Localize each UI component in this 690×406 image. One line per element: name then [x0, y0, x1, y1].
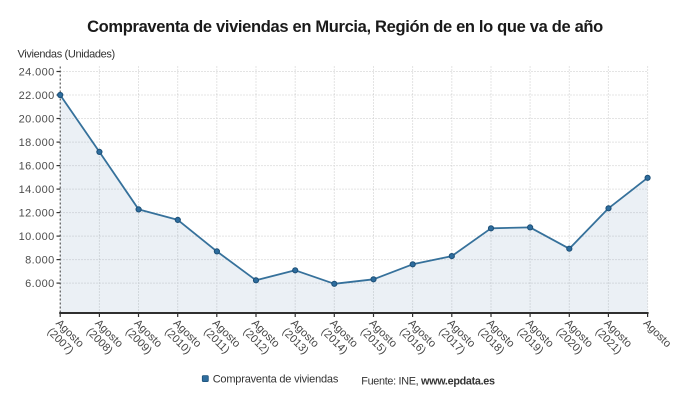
svg-text:12.000: 12.000 [19, 208, 55, 220]
svg-text:22.000: 22.000 [19, 90, 55, 102]
svg-text:Agosto(2021): Agosto(2021) [593, 317, 634, 358]
svg-text:Agosto(2018): Agosto(2018) [475, 317, 516, 358]
svg-text:Viviendas (Unidades): Viviendas (Unidades) [18, 49, 115, 61]
svg-text:Agosto: Agosto [641, 317, 674, 350]
svg-text:Agosto(2007): Agosto(2007) [45, 317, 86, 358]
svg-text:Agosto(2008): Agosto(2008) [84, 317, 125, 358]
svg-text:Compraventa de viviendas en Mu: Compraventa de viviendas en Murcia, Regi… [87, 18, 603, 36]
svg-text:Agosto(2012): Agosto(2012) [240, 317, 281, 358]
svg-text:6.000: 6.000 [25, 278, 55, 290]
svg-text:20.000: 20.000 [19, 114, 55, 126]
svg-text:Agosto(2011): Agosto(2011) [201, 317, 242, 358]
svg-text:Agosto(2010): Agosto(2010) [162, 317, 203, 358]
svg-text:Agosto(2019): Agosto(2019) [515, 317, 556, 358]
svg-text:Agosto(2013): Agosto(2013) [280, 317, 321, 358]
svg-text:Agosto(2016): Agosto(2016) [397, 317, 438, 358]
svg-text:16.000: 16.000 [19, 161, 55, 173]
svg-text:Fuente: INE, www.epdata.es: Fuente: INE, www.epdata.es [361, 376, 495, 388]
svg-text:Agosto(2020): Agosto(2020) [554, 317, 595, 358]
svg-text:Agosto(2014): Agosto(2014) [319, 317, 360, 358]
svg-text:24.000: 24.000 [19, 67, 55, 79]
svg-text:Compraventa de viviendas: Compraventa de viviendas [213, 374, 339, 386]
svg-text:18.000: 18.000 [19, 137, 55, 149]
svg-text:Agosto(2009): Agosto(2009) [123, 317, 164, 358]
svg-text:10.000: 10.000 [19, 231, 55, 243]
svg-text:Agosto(2015): Agosto(2015) [358, 317, 399, 358]
svg-text:14.000: 14.000 [19, 184, 55, 196]
svg-text:Agosto(2017): Agosto(2017) [436, 317, 477, 358]
svg-text:8.000: 8.000 [25, 255, 55, 267]
